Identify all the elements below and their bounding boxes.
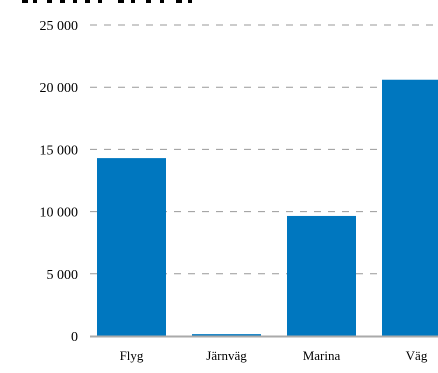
y-axis-tick-labels: 0 5 000 10 000 15 000 20 000 25 000	[40, 19, 79, 345]
bar-järnväg	[192, 334, 261, 336]
x-category-label: Marina	[303, 348, 341, 363]
chart-title-fragment	[22, 0, 192, 3]
x-category-label: Väg	[406, 348, 428, 363]
x-category-label: Järnväg	[206, 348, 247, 363]
y-tick-label: 5 000	[47, 268, 79, 283]
title-glyph-fragment	[98, 0, 102, 3]
y-tick-label: 25 000	[40, 19, 79, 34]
title-glyph-fragment	[60, 0, 65, 3]
title-glyph-fragment	[33, 0, 37, 3]
bar-marina	[287, 215, 356, 336]
bar-väg	[382, 79, 438, 337]
y-tick-label: 10 000	[40, 206, 79, 221]
x-category-label: Flyg	[120, 348, 144, 363]
x-axis-category-labels: Flyg Järnväg Marina Väg	[120, 348, 428, 363]
title-glyph-fragment	[22, 0, 28, 3]
title-glyph-fragment	[146, 0, 151, 3]
bar-flyg	[97, 158, 166, 336]
bars	[97, 79, 438, 337]
y-tick-label: 15 000	[40, 143, 79, 158]
title-glyph-fragment	[47, 0, 52, 3]
title-glyph-fragment	[73, 0, 77, 3]
title-glyph-fragment	[131, 0, 135, 3]
y-tick-label: 0	[71, 330, 78, 345]
title-glyph-fragment	[176, 0, 182, 3]
title-glyph-fragment	[85, 0, 90, 3]
title-glyph-fragment	[188, 0, 192, 3]
title-glyph-fragment	[160, 0, 164, 3]
y-tick-label: 20 000	[40, 81, 79, 96]
title-glyph-fragment	[118, 0, 124, 3]
